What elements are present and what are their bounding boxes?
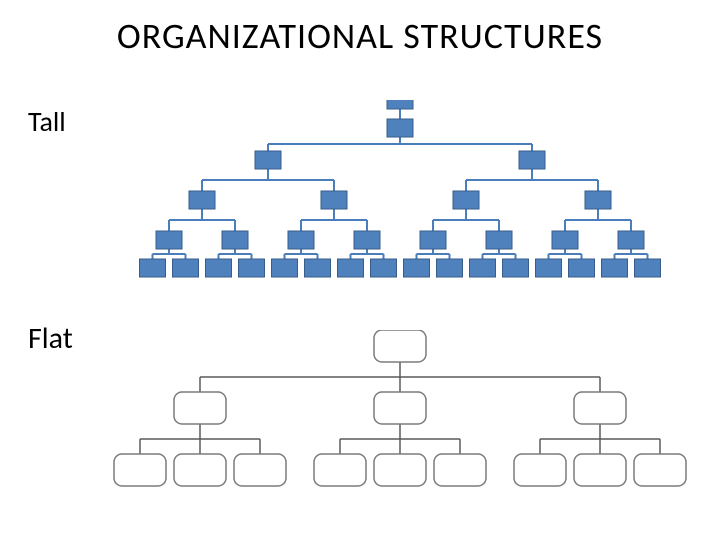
org-node [206,259,232,277]
org-node [503,259,529,277]
org-node [374,330,426,362]
org-node [519,151,545,169]
org-node [585,191,611,209]
org-node [536,259,562,277]
org-node [574,454,626,486]
org-node [114,454,166,486]
org-node [156,231,182,249]
org-node [239,259,265,277]
org-node [404,259,430,277]
org-node [234,454,286,486]
org-node [470,259,496,277]
org-node [374,392,426,424]
org-node [387,100,413,109]
org-node [569,259,595,277]
org-node [173,259,199,277]
org-node [272,259,298,277]
org-node [437,259,463,277]
org-node [189,191,215,209]
org-node [288,231,314,249]
org-node [420,231,446,249]
org-node [314,454,366,486]
org-node [635,259,661,277]
org-node [354,231,380,249]
org-node [140,259,166,277]
org-node [222,231,248,249]
org-node [321,191,347,209]
org-node [255,151,281,169]
org-node [374,454,426,486]
org-node [434,454,486,486]
page-title: ORGANIZATIONAL STRUCTURES [0,14,720,58]
flat-org-chart [110,330,690,500]
org-node [174,454,226,486]
org-node [387,119,413,137]
org-node [338,259,364,277]
org-node [618,231,644,249]
tall-org-chart [120,100,680,280]
label-tall: Tall [28,104,66,139]
org-node [552,231,578,249]
org-node [305,259,331,277]
org-node [371,259,397,277]
org-node [453,191,479,209]
org-node [486,231,512,249]
org-node [634,454,686,486]
label-flat: Flat [28,320,73,357]
org-node [602,259,628,277]
org-node [574,392,626,424]
org-node [174,392,226,424]
org-node [514,454,566,486]
